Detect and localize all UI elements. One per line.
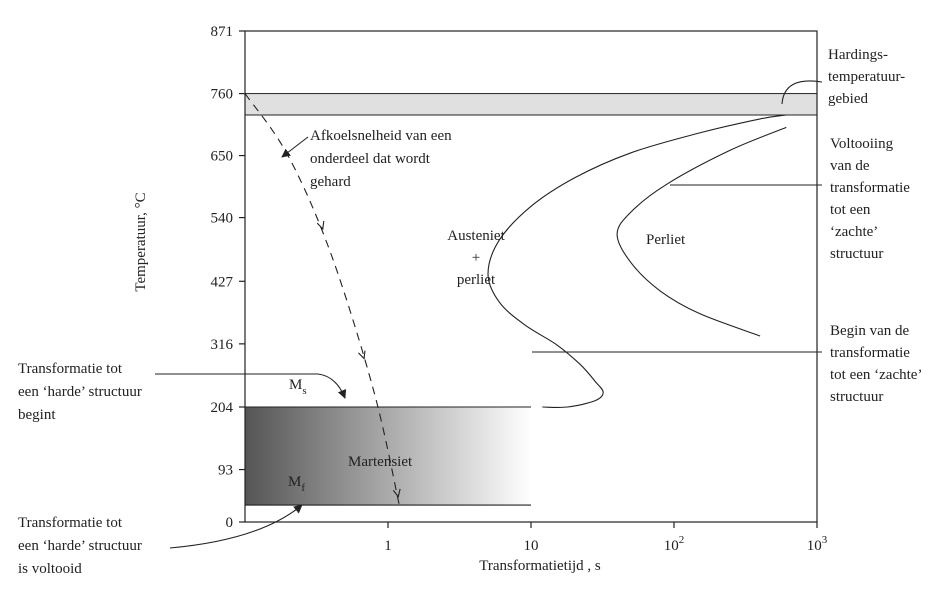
transformation-end-curve bbox=[616, 126, 787, 337]
austeniet-label-2: + bbox=[472, 250, 480, 266]
hard-begin-1: Transformatie tot bbox=[18, 361, 123, 377]
transformation-start-curve bbox=[487, 114, 787, 408]
cooling-arrowhead bbox=[358, 350, 366, 360]
x-tick-label: 102 bbox=[664, 534, 685, 554]
hardings-3: gebied bbox=[828, 91, 868, 107]
y-tick-label: 871 bbox=[211, 24, 234, 40]
begin-3: tot een ‘zachte’ bbox=[830, 367, 922, 383]
hard-begin-2: een ‘harde’ structuur bbox=[18, 384, 142, 400]
ms-label: Ms bbox=[289, 377, 307, 397]
austeniet-label-3: perliet bbox=[457, 272, 496, 288]
voltooiing-4: tot een bbox=[830, 202, 871, 218]
y-tick-label: 650 bbox=[211, 149, 234, 165]
hard-end-1: Transformatie tot bbox=[18, 515, 123, 531]
austeniet-label-1: Austeniet bbox=[447, 228, 505, 244]
hardings-leader bbox=[781, 80, 823, 105]
cooling-arrows bbox=[316, 220, 401, 498]
cooling-arrowhead bbox=[392, 488, 401, 498]
begin-2: transformatie bbox=[830, 345, 910, 361]
cooling-arrowhead bbox=[316, 220, 325, 231]
begin-1: Begin van de bbox=[830, 323, 909, 339]
hard-end-arrow bbox=[169, 504, 303, 549]
voltooiing-5: ‘zachte’ bbox=[830, 224, 878, 240]
y-axis-ticks: 0 93 204 316 427 540 650 760 871 bbox=[211, 24, 245, 531]
hardings-1: Hardings- bbox=[828, 47, 888, 63]
y-tick-label: 540 bbox=[211, 211, 234, 227]
martensiet-label: Martensiet bbox=[348, 454, 413, 470]
hardening-temperature-band bbox=[244, 93, 818, 116]
mf-label: Mf bbox=[288, 474, 305, 494]
x-axis-ticks: 1 10 102 103 bbox=[384, 522, 828, 554]
perliet-label: Perliet bbox=[646, 232, 686, 248]
x-tick-label: 10 bbox=[524, 538, 539, 554]
cooling-annotation-3: gehard bbox=[310, 174, 351, 190]
y-axis-title: Temperatuur, °C bbox=[133, 192, 149, 291]
y-tick-label: 760 bbox=[211, 87, 234, 103]
x-tick-label: 1 bbox=[384, 538, 392, 554]
hardings-2: temperatuur- bbox=[828, 69, 905, 85]
cooling-annotation-arrow bbox=[281, 136, 309, 158]
cooling-annotation-2: onderdeel dat wordt bbox=[310, 151, 431, 167]
hard-begin-3: begint bbox=[18, 407, 56, 423]
y-tick-label: 427 bbox=[211, 274, 234, 290]
voltooiing-6: structuur bbox=[830, 246, 883, 262]
cooling-annotation-1: Afkoelsnelheid van een bbox=[310, 128, 452, 144]
y-tick-label: 204 bbox=[211, 400, 234, 416]
y-tick-label: 93 bbox=[218, 463, 233, 479]
x-axis-title: Transformatietijd , s bbox=[479, 558, 601, 574]
voltooiing-2: van de bbox=[830, 158, 870, 174]
martensite-band bbox=[245, 407, 531, 506]
cooling-rate-curve bbox=[244, 93, 400, 506]
x-tick-label: 103 bbox=[807, 534, 828, 554]
y-tick-label: 316 bbox=[211, 337, 234, 353]
hard-begin-arrow bbox=[155, 373, 347, 399]
voltooiing-1: Voltooiing bbox=[830, 136, 894, 152]
hard-end-3: is voltooid bbox=[18, 561, 82, 577]
voltooiing-3: transformatie bbox=[830, 180, 910, 196]
hard-end-2: een ‘harde’ structuur bbox=[18, 538, 142, 554]
begin-4: structuur bbox=[830, 389, 883, 405]
y-tick-label: 0 bbox=[226, 515, 234, 531]
